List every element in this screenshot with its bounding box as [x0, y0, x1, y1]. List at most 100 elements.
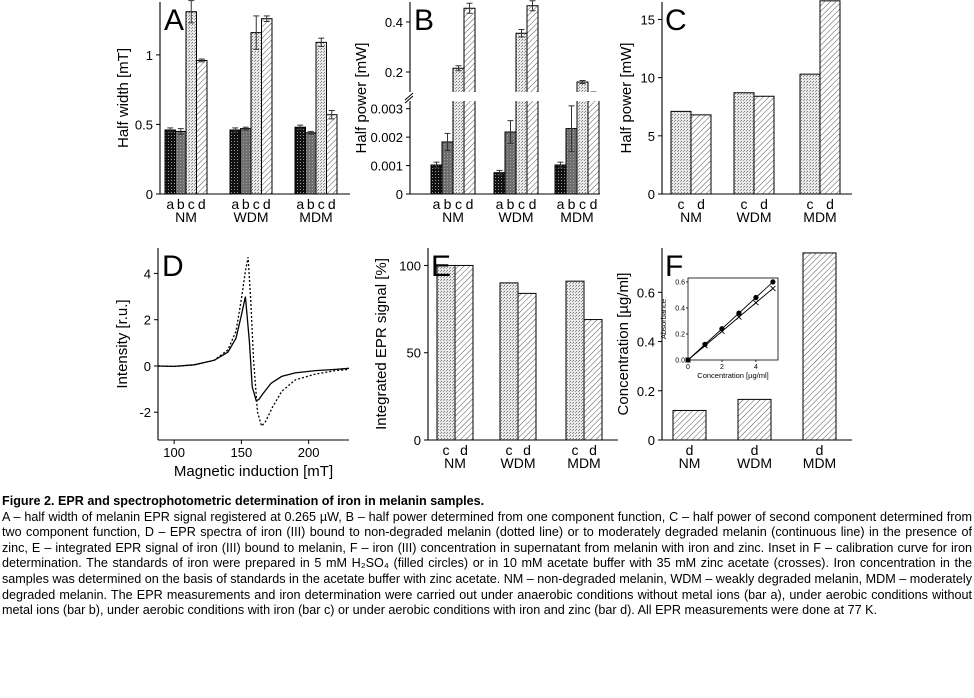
inset-point-circle — [753, 294, 759, 301]
inset-fit-line — [687, 288, 774, 361]
panel-F-group-label: WDM — [737, 455, 772, 471]
panel-F-group-label: NM — [679, 455, 701, 471]
panel-B-bar-label: b — [444, 196, 452, 212]
panel-B-bar-NM-a — [430, 164, 443, 195]
inset-x-tick-label: 2 — [720, 364, 724, 371]
panel-E-y-tick-label: 0 — [414, 433, 421, 448]
panel-D-x-label: Magnetic induction [mT] — [174, 463, 333, 480]
panel-A-bar-MDM-b — [305, 132, 317, 195]
panel-F-y-label: Concentration [µg/ml] — [615, 273, 632, 416]
panel-A-bar-label: d — [263, 196, 271, 212]
panel-A-bar-WDM-c — [250, 32, 262, 195]
panel-E-bar-label: c — [443, 442, 450, 458]
panel-A-bar-MDM-a — [294, 126, 306, 195]
panel-D-letter: D — [162, 250, 184, 283]
panel-A-y-tick-label: 0.5 — [135, 117, 153, 132]
panel-B-y-tick-label: 0.001 — [370, 159, 403, 174]
panel-E-y-label: Integrated EPR signal [%] — [373, 258, 390, 430]
inset-point-circle — [719, 326, 725, 332]
panel-E-bar-WDM-c — [499, 282, 519, 441]
panel-E-letter: E — [431, 250, 451, 283]
panel-C-group-label: NM — [680, 209, 702, 225]
panel-C-bar-label: c — [741, 196, 748, 212]
panel-A-bar-MDM-c — [315, 41, 327, 195]
panel-E-group-label: NM — [444, 455, 466, 471]
panel-C-bar-MDM-c — [799, 73, 821, 195]
inset-y-tick-label: 0.4 — [675, 305, 685, 312]
panel-A-bar-label: a — [166, 196, 174, 212]
panel-A-bar-NM-c — [185, 11, 197, 195]
inset-x-tick-label: 4 — [754, 364, 758, 371]
panel-B-y-tick-label: 0.003 — [370, 102, 403, 117]
panel-B-bar-label: c — [579, 196, 586, 212]
panel-B-bar-WDM-a — [493, 172, 506, 195]
panel-C-y-tick-label: 0 — [648, 187, 655, 202]
panel-A-bar-label: b — [177, 196, 185, 212]
panel-B-axis-break-band — [404, 92, 602, 101]
inset-point-cross — [736, 314, 742, 320]
inset-point-circle — [702, 341, 708, 347]
panel-A-bar-label: d — [198, 196, 206, 212]
panel-B-bar-label: a — [433, 196, 441, 212]
panel-B-y-tick-label: 0.2 — [385, 65, 403, 80]
panel-A-bar-label: c — [253, 196, 260, 212]
inset-point-cross — [719, 328, 725, 335]
panel-E-bar-MDM-c — [565, 280, 585, 441]
panel-B-bar-label: b — [568, 196, 576, 212]
panel-E-bar-label: c — [572, 442, 579, 458]
panel-C-bar-WDM-d — [753, 95, 775, 195]
panel-E-bar-MDM-d — [583, 319, 603, 441]
panel-F-bar-label: d — [816, 442, 824, 458]
panel-A-bar-WDM-d — [261, 18, 273, 195]
panel-F-y-tick-label: 0.2 — [637, 384, 655, 399]
panel-F-y-tick-label: 0.4 — [637, 335, 655, 350]
panel-C-bar-label: c — [807, 196, 814, 212]
panel-C-bar-MDM-d — [819, 0, 841, 195]
panel-B-bar-label: b — [507, 196, 515, 212]
inset-x-tick-label: 0 — [686, 364, 690, 371]
panel-A-y-tick-label: 1 — [146, 48, 153, 63]
panel-A-bar-label: a — [296, 196, 304, 212]
figure-caption: Figure 2. EPR and spectrophotometric det… — [2, 494, 972, 619]
panel-C-y-tick-label: 5 — [648, 129, 655, 144]
inset-point-cross — [753, 299, 759, 306]
panel-B-bar-label: d — [529, 196, 537, 212]
panel-C-bar-NM-d — [690, 114, 712, 195]
panel-A-y-tick-label: 0 — [146, 187, 153, 202]
panel-E-bar-NM-c — [436, 264, 456, 441]
caption-body: A – half width of melanin EPR signal reg… — [2, 509, 972, 618]
panel-E-bar-label: d — [460, 442, 468, 458]
panel-B-group-label: WDM — [499, 209, 534, 225]
panel-A-letter: A — [164, 4, 184, 37]
inset-point-circle — [770, 279, 776, 285]
panel-F-letter: F — [665, 250, 683, 283]
panel-B-bar-label: d — [466, 196, 474, 212]
panel-F-bar-WDM-d — [737, 398, 772, 441]
panel-D-x-tick-label: 200 — [298, 445, 320, 460]
panel-E-bar-NM-d — [454, 264, 474, 441]
panel-B-bar-NM-d — [463, 7, 476, 195]
panel-D-y-tick-label: 0 — [144, 359, 151, 374]
panel-F-y-tick-label: 0.6 — [637, 285, 655, 300]
panel-A-bar-WDM-a — [229, 129, 241, 195]
inset-y-tick-label: 0.0 — [675, 358, 685, 365]
caption-title: Figure 2. EPR and spectrophotometric det… — [2, 494, 485, 508]
panel-F-bar-NM-d — [672, 409, 707, 441]
panel-F-y-tick-label: 0 — [648, 433, 655, 448]
panel-D-y-tick-label: -2 — [139, 405, 151, 420]
panel-D-spectrum-dotted — [157, 257, 350, 428]
panel-D-y-label: Intensity [r.u.] — [114, 299, 131, 388]
panel-E-group-label: WDM — [501, 455, 536, 471]
panel-B-bar-MDM-a — [554, 164, 567, 195]
panel-B-bar-MDM-d — [587, 92, 600, 195]
inset-point-cross — [685, 357, 691, 363]
inset-point-cross — [702, 342, 708, 349]
panel-B-y-tick-label: 0.4 — [385, 15, 403, 30]
panel-D-y-tick-label: 2 — [144, 313, 151, 328]
panel-C-bar-WDM-c — [733, 92, 755, 195]
inset-y-label: Absorbance — [659, 299, 668, 339]
panel-A-bar-label: d — [328, 196, 336, 212]
panel-B-bar-label: c — [518, 196, 525, 212]
panel-E-y-tick-label: 50 — [407, 346, 421, 361]
panel-B-bar-NM-c — [452, 67, 465, 195]
